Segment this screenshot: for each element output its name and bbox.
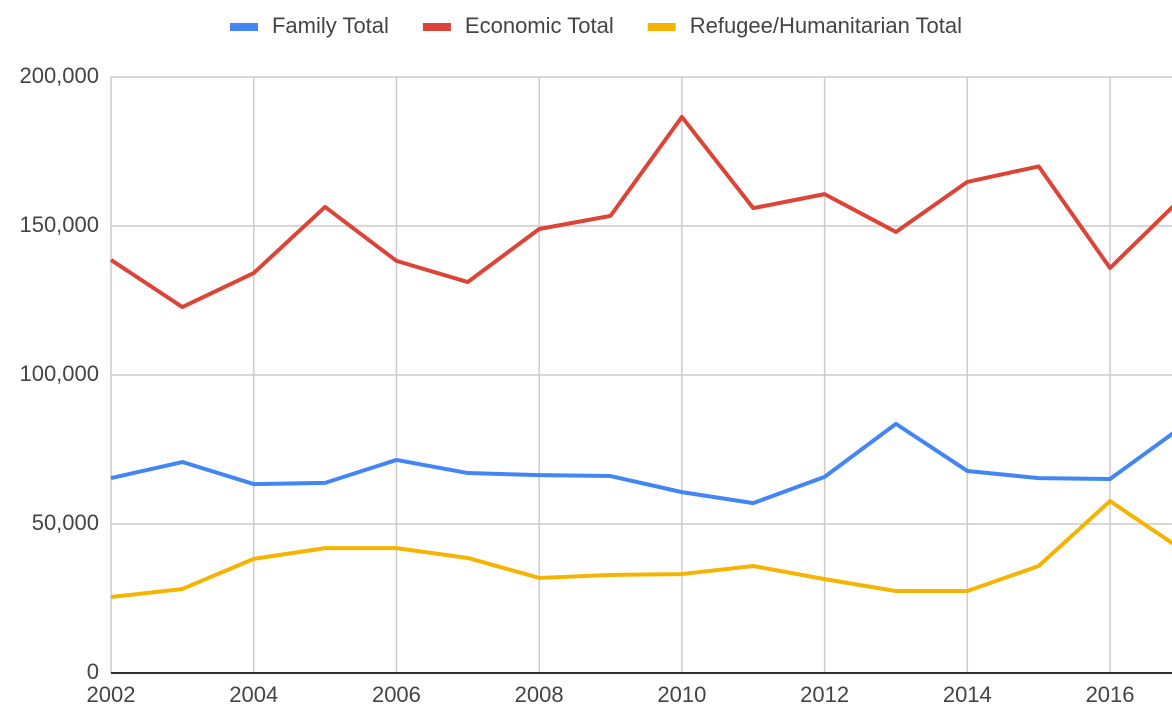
legend-swatch bbox=[422, 23, 451, 31]
y-tick-label: 0 bbox=[87, 659, 99, 684]
x-tick-label: 2006 bbox=[372, 682, 421, 707]
x-tick-label: 2014 bbox=[943, 682, 992, 707]
legend-swatch bbox=[647, 23, 676, 31]
series-line bbox=[110, 499, 1172, 599]
x-tick-label: 2008 bbox=[515, 682, 564, 707]
legend-swatch bbox=[229, 23, 258, 31]
series-line bbox=[110, 421, 1172, 506]
legend-label: Economic Total bbox=[465, 13, 614, 38]
y-tick-label: 150,000 bbox=[19, 212, 99, 237]
x-tick-label: 2004 bbox=[229, 682, 278, 707]
y-tick-label: 50,000 bbox=[32, 510, 99, 535]
x-tick-label: 2010 bbox=[657, 682, 706, 707]
x-tick-label: 2016 bbox=[1086, 682, 1135, 707]
x-tick-label: 2002 bbox=[87, 682, 136, 707]
y-tick-label: 100,000 bbox=[19, 361, 99, 386]
legend-label: Family Total bbox=[272, 13, 389, 38]
legend-label: Refugee/Humanitarian Total bbox=[690, 13, 962, 38]
legend: Family Total Economic Total Refugee/Humani… bbox=[229, 13, 962, 38]
y-tick-label: 200,000 bbox=[19, 63, 99, 88]
series-line bbox=[109, 114, 1172, 310]
x-tick-label: 2012 bbox=[800, 682, 849, 707]
